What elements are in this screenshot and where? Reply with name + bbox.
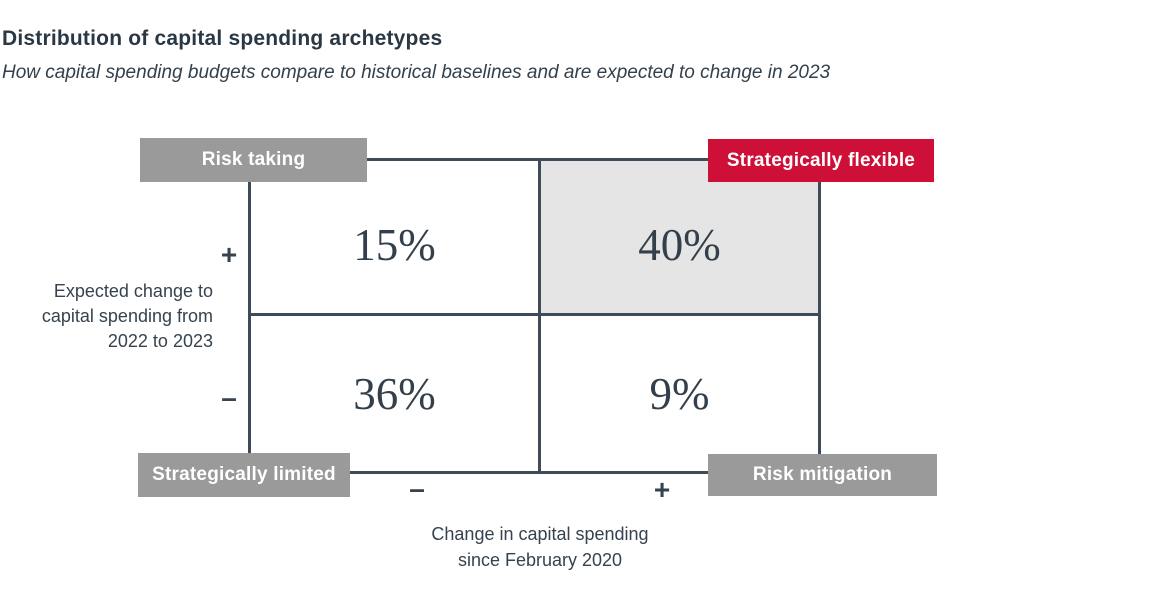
y-axis-label-line-1: Expected change to [53,281,213,301]
y-axis-minus-sign: – [221,382,237,413]
y-axis-label-line-2: capital spending from [41,306,213,326]
quadrant-matrix: 15% 40% 36% 9% [248,158,821,474]
x-axis-label: Change in capital spending since Februar… [340,521,740,573]
matrix-vertical-divider [538,161,541,471]
quadrant-value-bottom-right: 9% [649,368,710,419]
highlighted-quadrant-top-right [540,161,818,314]
y-axis-label-line-3: 2022 to 2023 [107,331,213,351]
x-axis-plus-sign: + [653,474,671,505]
quadrant-value-bottom-left: 36% [353,368,436,419]
x-axis-minus-sign: – [409,473,425,504]
x-axis-label-line-2: since February 2020 [457,550,623,570]
quadrant-label-risk-taking: Risk taking [140,138,367,182]
page-title: Distribution of capital spending archety… [2,27,443,50]
y-axis-label: Expected change to capital spending from… [0,279,213,354]
quadrant-label-risk-mitigation: Risk mitigation [708,454,937,496]
quadrant-value-top-left: 15% [353,220,436,270]
x-axis-label-line-1: Change in capital spending [431,524,649,544]
quadrant-value-top-right: 40% [638,220,721,270]
quadrant-label-strategically-limited: Strategically limited [138,453,350,497]
matrix-horizontal-divider [251,313,818,316]
page-subtitle: How capital spending budgets compare to … [2,62,831,83]
quadrant-label-strategically-flexible: Strategically flexible [708,139,934,182]
y-axis-plus-sign: + [220,239,238,270]
